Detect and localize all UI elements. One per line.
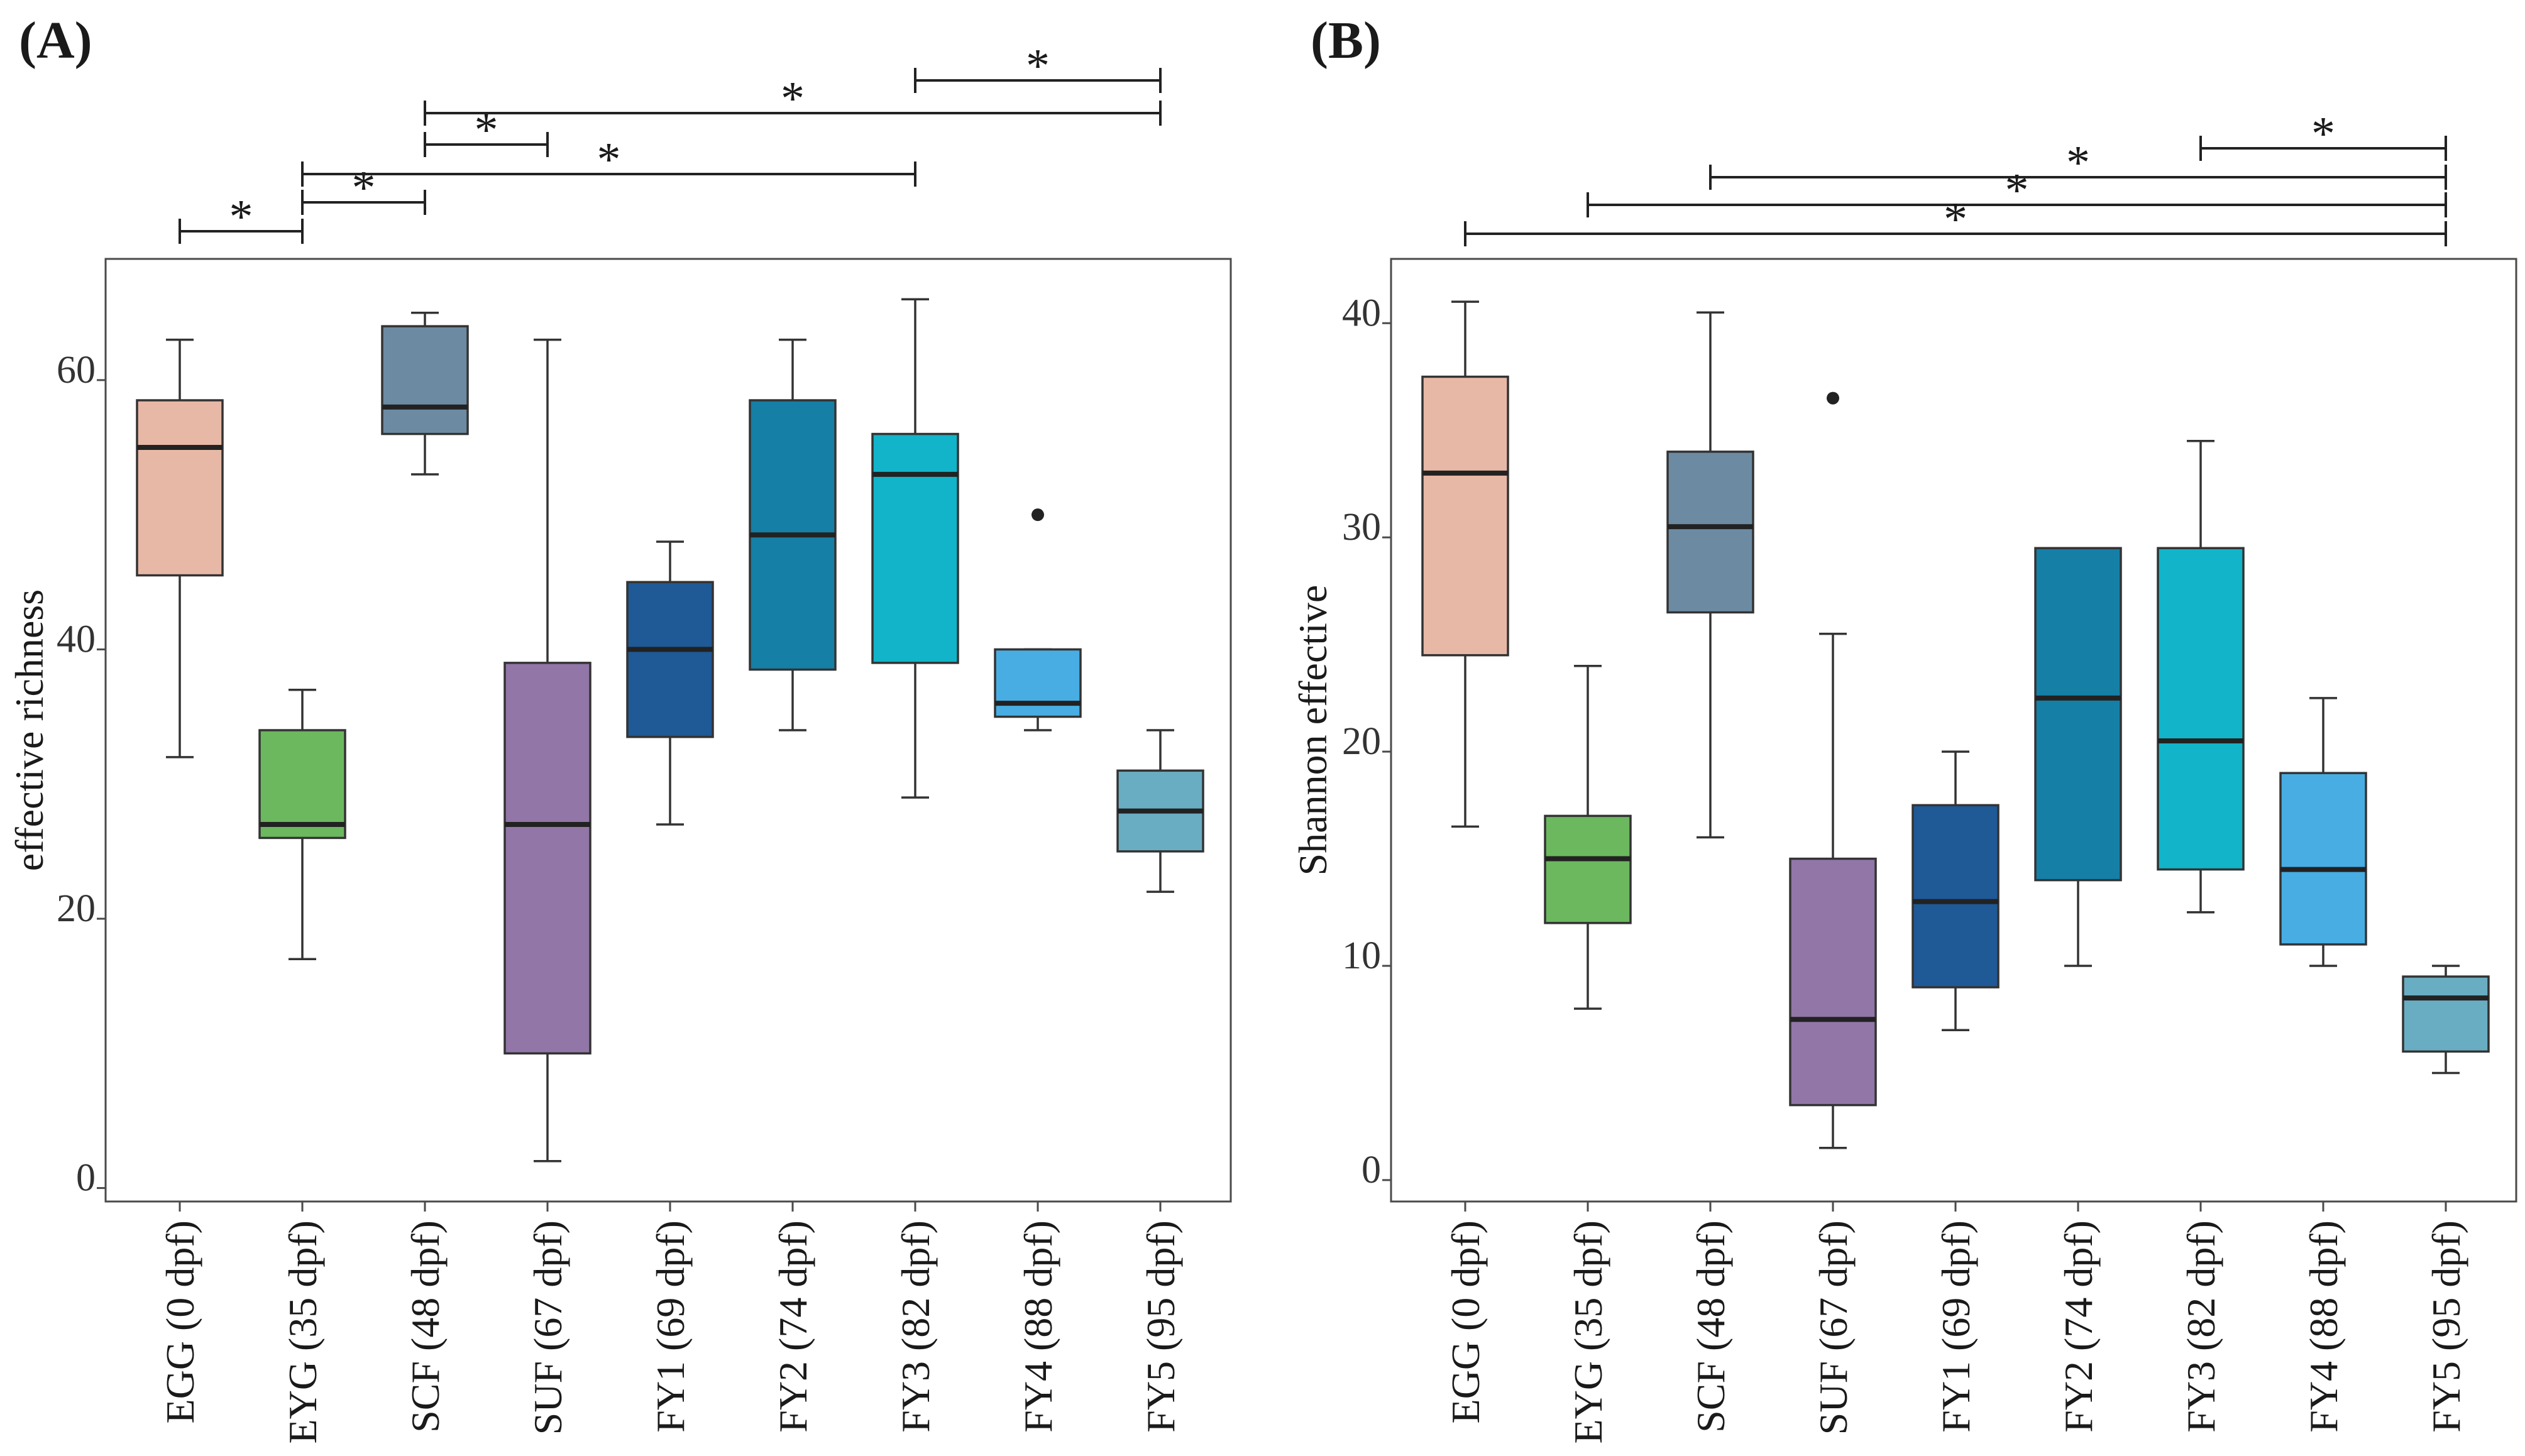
outlier-point [1031, 508, 1044, 522]
x-category-label: SCF (48 dpf) [1688, 1220, 1733, 1433]
x-category-label: EGG (0 dpf) [1443, 1220, 1488, 1423]
box-body [381, 325, 469, 435]
y-tick-label: 30 [1342, 506, 1381, 549]
box-8 [2279, 697, 2367, 967]
box-body [871, 432, 959, 664]
box-2 [1544, 664, 1632, 1010]
panel-label: (B) [1311, 11, 1381, 70]
significance-bracket: * [1709, 136, 2447, 190]
panel-b: (B) 0 10 20 30 40 Shannon effective EGG (0 dpf)… [1290, 11, 2517, 1443]
box-6 [749, 338, 837, 731]
box-2 [258, 688, 346, 961]
x-category-label: FY3 (82 dpf) [893, 1220, 938, 1433]
outlier-point [1827, 391, 1839, 405]
significance-star: * [2005, 164, 2029, 217]
y-tick-label: 40 [57, 618, 96, 660]
y-tick-label: 10 [1342, 934, 1381, 977]
y-tick-label: 60 [57, 349, 96, 391]
x-category-label: FY4 (88 dpf) [2301, 1220, 2346, 1433]
box-3 [381, 311, 469, 476]
y-tick-label: 0 [1362, 1149, 1381, 1191]
box-body [258, 729, 346, 840]
box-8 [994, 508, 1082, 731]
panel-label: (A) [19, 11, 92, 70]
box-4 [503, 338, 591, 1163]
plot-frame [1390, 258, 2517, 1203]
significance-bracket: * [424, 104, 549, 157]
box-body [136, 399, 224, 577]
y-tick-label: 20 [57, 887, 96, 930]
x-category-label: FY1 (69 dpf) [1934, 1220, 1978, 1433]
significance-bracket: * [1464, 193, 2447, 246]
box-1 [1421, 300, 1509, 828]
box-7 [2157, 440, 2245, 914]
significance-star: * [1944, 193, 1967, 246]
x-category-label: SCF (48 dpf) [403, 1220, 448, 1433]
box-body [1666, 451, 1754, 614]
box-body [626, 581, 714, 738]
significance-bracket: * [1587, 164, 2447, 217]
x-category-label: SUF (67 dpf) [1811, 1220, 1856, 1435]
panel-a: (A) 0 20 40 60 effective richness EGG (0 dpf) E… [7, 11, 1232, 1443]
x-category-label: EYG (35 dpf) [280, 1220, 325, 1443]
significance-bracket: * [301, 161, 426, 215]
x-category-label: FY5 (95 dpf) [2424, 1220, 2468, 1433]
box-body [2034, 547, 2122, 882]
box-body [994, 648, 1082, 718]
box-body [1544, 814, 1632, 924]
x-category-label: FY2 (74 dpf) [2056, 1220, 2101, 1433]
x-category-label: EYG (35 dpf) [1566, 1220, 1610, 1443]
box-6 [2034, 547, 2122, 967]
box-body [1421, 375, 1509, 657]
x-category-label: FY5 (95 dpf) [1138, 1220, 1183, 1433]
x-category-label: FY3 (82 dpf) [2179, 1220, 2223, 1433]
significance-bracket: * [179, 190, 304, 244]
box-body [1789, 857, 1877, 1107]
significance-bracket: * [424, 72, 1162, 126]
x-category-label: EGG (0 dpf) [158, 1220, 202, 1423]
y-axis-title: Shannon effective [1290, 585, 1335, 876]
box-3 [1666, 311, 1754, 839]
box-body [1912, 804, 2000, 988]
box-5 [1912, 750, 2000, 1032]
box-9 [1116, 729, 1204, 893]
y-tick-label: 20 [1342, 720, 1381, 763]
y-axis-title: effective richness [7, 589, 52, 871]
significance-bracket: * [914, 40, 1162, 93]
box-7 [871, 298, 959, 799]
significance-star: * [1026, 40, 1050, 92]
y-tick-label: 0 [76, 1157, 96, 1200]
box-body [2279, 772, 2367, 946]
x-category-label: FY1 (69 dpf) [648, 1220, 693, 1433]
x-category-label: FY4 (88 dpf) [1016, 1220, 1060, 1433]
box-body [2402, 975, 2490, 1053]
box-4 [1789, 391, 1877, 1149]
significance-star: * [597, 133, 621, 186]
significance-star: * [352, 161, 376, 214]
significance-star: * [229, 190, 253, 243]
box-5 [626, 540, 714, 826]
significance-bracket: * [301, 133, 916, 187]
significance-star: * [2066, 136, 2090, 189]
significance-bracket: * [2199, 107, 2447, 161]
y-tick-label: 40 [1342, 292, 1381, 334]
x-category-label: SUF (67 dpf) [525, 1220, 570, 1435]
significance-star: * [475, 104, 498, 156]
significance-star: * [781, 72, 805, 125]
box-body [503, 662, 591, 1055]
x-category-label: FY2 (74 dpf) [771, 1220, 815, 1433]
significance-star: * [2311, 107, 2335, 160]
box-1 [136, 338, 224, 758]
box-body [2157, 547, 2245, 871]
box-9 [2402, 965, 2490, 1075]
